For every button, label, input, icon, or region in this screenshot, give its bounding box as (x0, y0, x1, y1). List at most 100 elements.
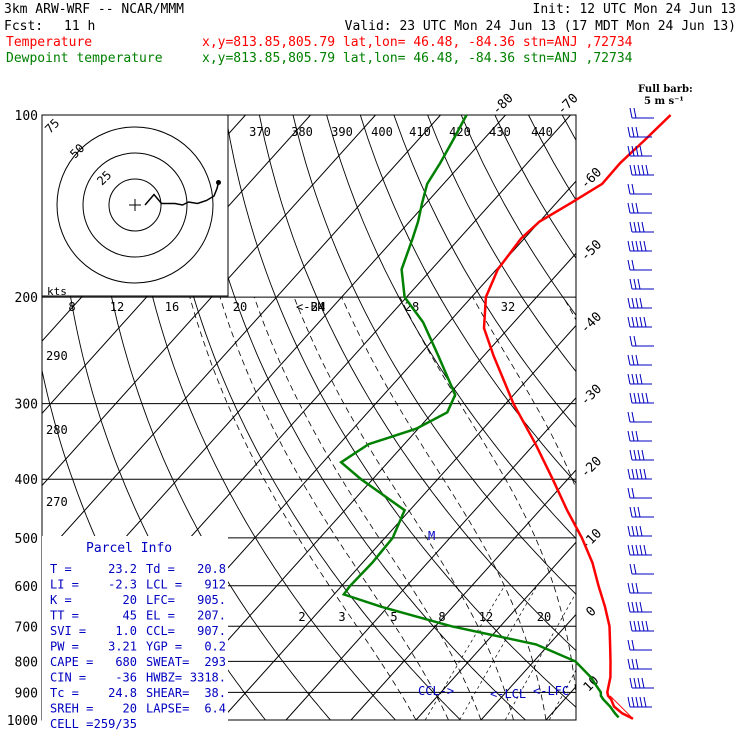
lcl-marker: <-LCL (490, 687, 526, 701)
isotherm-line (676, 115, 740, 720)
temperature-tick-label: -30 (578, 382, 605, 409)
ccl-marker: CCL-> (418, 684, 454, 698)
theta-label: 380 (291, 125, 313, 139)
mixing-ratio-line (548, 669, 576, 720)
theta-label: 400 (371, 125, 393, 139)
wind-barbs (627, 107, 654, 708)
parcel-info-label: SWEAT= (146, 655, 189, 669)
dry-adiabat-line (225, 115, 576, 708)
hodograph-speed-label: 16 (165, 300, 179, 314)
parcel-info-value: 207. (197, 609, 226, 623)
parcel-info-value: 38. (204, 686, 226, 700)
parcel-info-label: SVI = (50, 624, 86, 638)
parcel-info-value: 45 (123, 609, 137, 623)
theta-label: 370 (249, 125, 271, 139)
moist-adiabat-line (219, 296, 449, 720)
isotherm-line (415, 541, 576, 720)
temperature-tick-label: -20 (578, 454, 605, 481)
mixing-ratio-label: 12 (479, 610, 493, 624)
dry-adiabat-line (393, 115, 576, 428)
isotherm-line (155, 252, 576, 720)
full-barb-label: Full barb: (638, 84, 693, 95)
hodograph-speed-label: 32 (501, 300, 515, 314)
pressure-tick-label: 1000 (7, 714, 38, 729)
wind-barb (629, 563, 654, 575)
parcel-info-value: 912 (204, 578, 226, 592)
dry-adiabat-line (596, 115, 740, 720)
parcel-info-title: Parcel Info (86, 541, 172, 556)
parcel-info-value: 0.2 (204, 640, 226, 654)
temperature-line (482, 114, 672, 720)
pressure-tick-label: 700 (15, 620, 38, 635)
wind-barb (627, 202, 652, 214)
sounding-series (339, 114, 672, 720)
parcel-info-value: 20 (123, 593, 137, 607)
moist-adiabat-line (399, 296, 576, 698)
moist-adiabat-line (341, 296, 547, 720)
parcel-info-label: LCL = (146, 578, 182, 592)
pressure-tick-label: 400 (15, 473, 38, 488)
parcel-info-panel: Parcel Info T = 23.2 Td = 20.8 LI = -2.3 LCL =… (42, 536, 228, 731)
wind-barb (627, 297, 652, 309)
dry-adiabat-line (561, 115, 576, 142)
dry-adiabat-line (292, 115, 576, 595)
isotherm-line (220, 324, 576, 720)
wind-barb (627, 430, 652, 442)
valid-time: Valid: 23 UTC Mon 24 Jun 13 (17 MDT Mon … (345, 19, 736, 34)
parcel-info-value: 259/35 (94, 717, 137, 731)
wind-barb (627, 411, 652, 423)
parcel-info-value: 20.8 (197, 562, 226, 576)
dry-adiabat-line (258, 115, 576, 652)
isotherm-line (350, 469, 576, 720)
dewpoint-line (339, 114, 620, 719)
parcel-path (609, 695, 634, 720)
wind-barb (629, 221, 654, 233)
hodograph-speed-label: 12 (110, 300, 124, 314)
hodograph-ring (108, 178, 162, 232)
wind-barb (629, 677, 654, 689)
wind-barb (627, 544, 652, 556)
model-title: 3km ARW-WRF -- NCAR/MMM (4, 2, 184, 17)
parcel-info-label: PW = (50, 640, 79, 654)
temperature-tick-label: 0 (583, 604, 599, 620)
dry-adiabat-line (494, 115, 576, 259)
pressure-tick-label: 200 (15, 291, 38, 306)
parcel-info-value: 23.2 (108, 562, 137, 576)
full-barb-value: 5 m s⁻¹ (644, 96, 684, 107)
mixing-ratio-label: 5 (390, 610, 397, 624)
mixing-ratio-line (589, 586, 659, 720)
temperature-tick-label: -80 (489, 91, 516, 118)
hodograph-ring (82, 152, 188, 258)
parcel-info-label: Td = (146, 562, 175, 576)
lfc-marker: <-LFC (533, 684, 569, 698)
parcel-info-label: LI = (50, 578, 79, 592)
parcel-info-value: 905. (197, 593, 226, 607)
dry-adiabat-line (697, 115, 740, 720)
temperature-tick-label: -40 (578, 309, 605, 336)
isotherm-line (42, 115, 441, 559)
dewpoint-location: x,y=813.85,805.79 lat,lon= 46.48, -84.36… (202, 51, 633, 66)
parcel-info-value: 24.8 (108, 686, 137, 700)
mixing-ratio-label: 20 (537, 610, 551, 624)
moist-adiabat-line (709, 297, 740, 720)
parcel-info-label: Tc = (50, 686, 79, 700)
wind-barb (627, 145, 652, 157)
isotherm-line (545, 685, 576, 720)
parcel-info-value: 907. (197, 624, 226, 638)
plot-frame (41, 114, 577, 721)
pressure-tick-label: 900 (15, 686, 38, 701)
moist-adiabat-line (253, 296, 482, 720)
wind-barb (627, 316, 652, 328)
wind-barb (629, 506, 654, 518)
parcel-info-label: CIN = (50, 671, 86, 685)
parcel-info-label: TT = (50, 609, 79, 623)
wind-barb (629, 620, 654, 632)
wind-barb (627, 126, 652, 138)
parcel-info-label: CAPE = (50, 655, 93, 669)
parcel-info-label: CCL= (146, 624, 175, 638)
dry-adiabat-line (663, 115, 740, 720)
parcel-info-value: -2.3 (108, 578, 137, 592)
m-marker: M (428, 529, 435, 543)
wind-barb (627, 183, 652, 195)
mixing-ratio-line (642, 586, 709, 720)
